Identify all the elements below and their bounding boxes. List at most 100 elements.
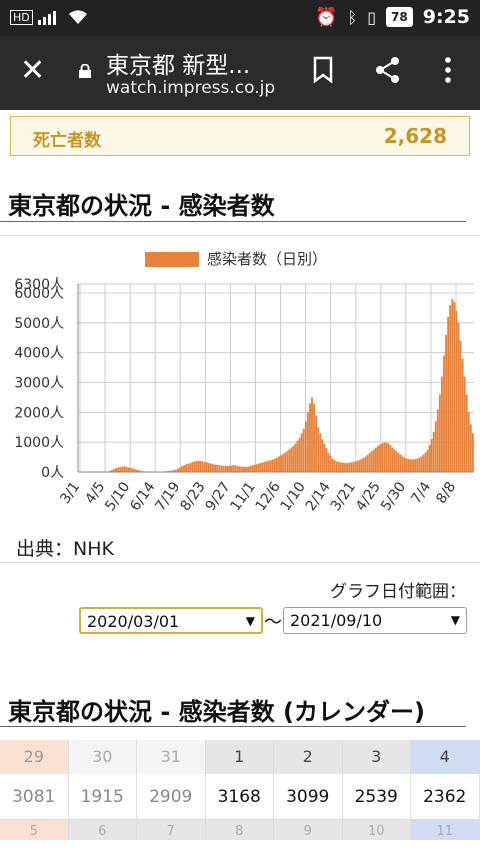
bar — [366, 454, 369, 472]
bar — [455, 310, 458, 472]
bar — [288, 449, 291, 472]
bar — [181, 466, 183, 472]
bar — [360, 458, 363, 472]
calendar-day: 5 — [0, 820, 69, 840]
bar — [393, 449, 396, 472]
bar — [286, 451, 289, 472]
bar — [451, 298, 454, 472]
bar — [269, 460, 272, 472]
bar — [331, 458, 334, 472]
wifi-icon — [68, 10, 87, 24]
bar — [271, 459, 274, 472]
bar — [428, 445, 431, 472]
bar — [321, 439, 324, 472]
bar — [236, 466, 239, 472]
bar — [131, 468, 134, 472]
bar — [234, 465, 237, 472]
x-tick-label: 11/1 — [228, 479, 259, 514]
y-tick-label: 6000人 — [14, 286, 64, 302]
bar — [319, 433, 322, 472]
hd-indicator: HD — [10, 9, 33, 25]
legend-swatch — [145, 252, 199, 267]
date-from-select[interactable]: 2020/03/01 ▼ — [79, 607, 263, 634]
calendar-day: 31 — [137, 740, 206, 774]
bar — [317, 427, 320, 472]
bluetooth-icon: ᛒ — [347, 7, 358, 27]
bar — [139, 470, 142, 472]
x-tick-label: 3/1 — [57, 479, 83, 507]
bar — [113, 469, 115, 472]
bar — [399, 454, 402, 472]
y-tick-label: 3000人 — [14, 375, 64, 391]
bar — [335, 461, 338, 472]
deaths-label: 死亡者数 — [33, 131, 101, 151]
close-icon[interactable]: ✕ — [20, 53, 46, 88]
y-tick-label: 1000人 — [14, 435, 64, 451]
bar — [356, 460, 359, 472]
bar — [294, 443, 297, 472]
bar — [210, 463, 212, 472]
bar — [247, 466, 249, 472]
bar — [232, 465, 235, 472]
bar — [329, 455, 332, 472]
bar — [354, 461, 357, 472]
bar — [457, 322, 460, 472]
bookmark-icon[interactable] — [312, 56, 334, 84]
bar — [352, 462, 355, 472]
bar — [168, 470, 171, 472]
bar — [418, 457, 421, 472]
bar — [432, 431, 435, 472]
bar — [323, 443, 326, 472]
y-tick-label: 5000人 — [14, 316, 64, 332]
more-menu-icon[interactable] — [438, 56, 458, 84]
bar — [438, 394, 441, 472]
bar — [383, 442, 386, 472]
bar — [375, 447, 377, 472]
bar — [177, 468, 179, 472]
page-title[interactable]: 東京都 新型... — [106, 53, 251, 79]
bar — [408, 459, 410, 472]
bar — [135, 469, 138, 472]
deaths-value: 2,628 — [383, 124, 447, 148]
bar — [263, 461, 266, 472]
bar — [387, 443, 390, 472]
bar — [430, 439, 433, 472]
bar — [193, 461, 196, 472]
calendar-value: 2909 — [137, 774, 206, 820]
bar — [222, 465, 225, 472]
x-tick-label: 7/19 — [152, 479, 183, 514]
calendar-day: 7 — [137, 820, 206, 840]
bar — [174, 469, 177, 472]
bar — [129, 467, 132, 472]
lock-icon — [79, 64, 91, 78]
bar — [395, 451, 398, 472]
bar — [379, 444, 381, 472]
date-to-select[interactable]: 2021/09/10 ▼ — [283, 607, 467, 634]
bar — [453, 301, 456, 472]
calendar-day: 11 — [411, 820, 480, 840]
bar — [362, 457, 365, 472]
bar — [195, 460, 198, 472]
bar — [251, 465, 254, 472]
bar — [342, 462, 344, 472]
calendar-day-row: 29 30 31 1 2 3 4 — [0, 740, 480, 774]
bar — [358, 460, 361, 472]
bar — [327, 452, 330, 472]
calendar-value: 2362 — [411, 774, 480, 820]
calendar-next-row: 5 6 7 8 9 10 11 — [0, 820, 480, 840]
calendar-value-row: 3081 1915 2909 3168 3099 2539 2362 — [0, 774, 480, 820]
bar — [372, 449, 375, 472]
calendar-day: 8 — [205, 820, 274, 840]
bar — [224, 466, 227, 472]
bar — [238, 466, 241, 472]
bar — [284, 452, 287, 472]
share-icon[interactable] — [374, 56, 402, 84]
section-divider — [0, 221, 466, 222]
bar — [346, 463, 348, 472]
y-tick-label: 6300人 — [14, 277, 64, 293]
bar — [273, 458, 276, 472]
calendar-value: 1915 — [68, 774, 137, 820]
page-url[interactable]: watch.impress.co.jp — [106, 78, 276, 98]
x-tick-label: 12/6 — [253, 479, 284, 514]
bar — [121, 466, 124, 472]
